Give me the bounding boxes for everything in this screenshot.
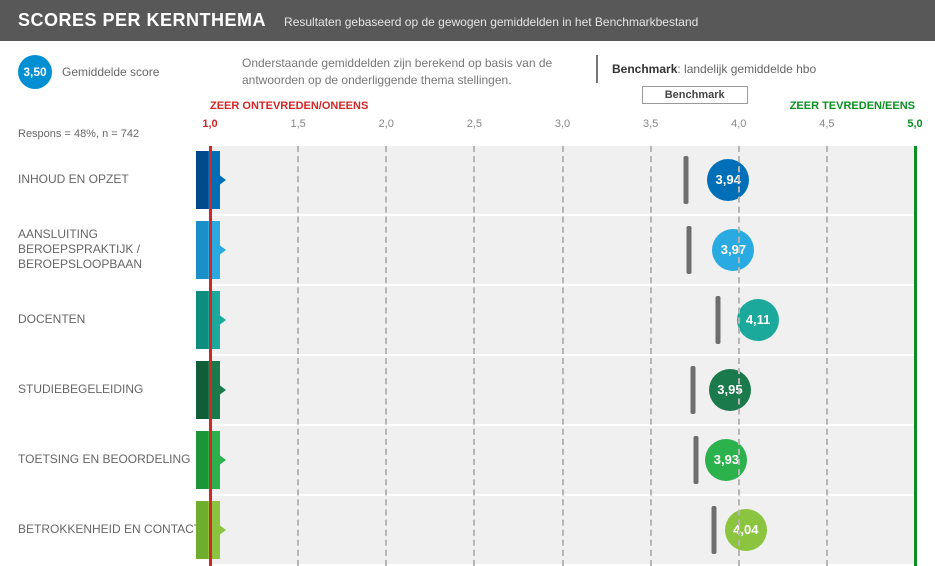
score-dot: 3,93 <box>705 439 747 481</box>
axis-area: ZEER ONTEVREDEN/ONEENS ZEER TEVREDEN/EEN… <box>210 100 915 146</box>
row-flag-icon <box>196 151 220 209</box>
header-bar: SCORES PER KERNTHEMA Resultaten gebaseer… <box>0 0 935 41</box>
legend-benchmark-label: Benchmark <box>612 62 677 76</box>
axis-tick: 2,5 <box>467 118 482 130</box>
axis-tick: 3,0 <box>555 118 570 130</box>
row-flag-icon <box>196 361 220 419</box>
row-label-container: DOCENTEN <box>0 286 210 354</box>
plot-row: 3,93 <box>210 426 915 494</box>
row-label-container: INHOUD EN OPZET <box>0 146 210 214</box>
plot-row: 4,04 <box>210 496 915 564</box>
axis-tick: 1,0 <box>202 118 217 130</box>
axis-tick: 5,0 <box>907 118 922 130</box>
page-subtitle: Resultaten gebaseerd op de gewogen gemid… <box>284 15 698 29</box>
legend-example: 3,50 Gemiddelde score <box>18 55 218 89</box>
legend-score-label: Gemiddelde score <box>62 65 159 79</box>
legend-score-dot: 3,50 <box>18 55 52 89</box>
score-dot: 3,94 <box>707 159 749 201</box>
row-label-container: AANSLUITING BEROEPSPRAKTIJK / BEROEPSLOO… <box>0 216 210 284</box>
page-title: SCORES PER KERNTHEMA <box>18 10 266 31</box>
benchmark-box: Benchmark <box>642 86 748 104</box>
row-label-container: STUDIEBEGELEIDING <box>0 356 210 424</box>
row-label-container: TOETSING EN BEOORDELING <box>0 426 210 494</box>
benchmark-marker <box>715 296 720 344</box>
axis-tick: 4,5 <box>819 118 834 130</box>
plot-column: 3,94 3,97 4,11 3,95 3,93 4,04 <box>210 146 915 566</box>
score-dot: 3,97 <box>712 229 754 271</box>
benchmark-marker <box>683 156 688 204</box>
score-dot: 4,11 <box>737 299 779 341</box>
score-dot: 4,04 <box>725 509 767 551</box>
legend-benchmark: Benchmark: landelijk gemiddelde hbo <box>596 55 816 83</box>
axis-tick: 3,5 <box>643 118 658 130</box>
scale-label-right: ZEER TEVREDEN/EENS <box>790 100 915 112</box>
benchmark-marker <box>687 226 692 274</box>
row-label: STUDIEBEGELEIDING <box>0 382 151 397</box>
axis-tick: 1,5 <box>290 118 305 130</box>
chart-body: INHOUD EN OPZET AANSLUITING BEROEPSPRAKTI… <box>0 146 935 566</box>
plot-row: 3,97 <box>210 216 915 284</box>
legend-benchmark-value: landelijk gemiddelde hbo <box>684 62 816 76</box>
scale-label-left: ZEER ONTEVREDEN/ONEENS <box>210 100 368 112</box>
score-dot: 3,95 <box>709 369 751 411</box>
axis-tick: 4,0 <box>731 118 746 130</box>
legend-row: 3,50 Gemiddelde score Onderstaande gemid… <box>0 41 935 100</box>
axis-row: Respons = 48%, n = 742 ZEER ONTEVREDEN/O… <box>0 100 935 146</box>
row-flag-icon <box>196 501 220 559</box>
plot-row: 4,11 <box>210 286 915 354</box>
respons-text: Respons = 48%, n = 742 <box>0 100 210 146</box>
labels-column: INHOUD EN OPZET AANSLUITING BEROEPSPRAKTI… <box>0 146 210 566</box>
row-flag-icon <box>196 431 220 489</box>
benchmark-marker <box>690 366 695 414</box>
row-label: AANSLUITING BEROEPSPRAKTIJK / BEROEPSLOO… <box>0 227 210 272</box>
benchmark-marker <box>712 506 717 554</box>
row-label: BETROKKENHEID EN CONTACT <box>0 522 209 537</box>
row-flag-icon <box>196 291 220 349</box>
axis-tick: 2,0 <box>379 118 394 130</box>
row-label: INHOUD EN OPZET <box>0 172 137 187</box>
plot-row: 3,94 <box>210 146 915 214</box>
row-label: DOCENTEN <box>0 312 93 327</box>
row-label-container: BETROKKENHEID EN CONTACT <box>0 496 210 564</box>
legend-description: Onderstaande gemiddelden zijn berekend o… <box>242 55 572 90</box>
row-label: TOETSING EN BEOORDELING <box>0 452 198 467</box>
plot-row: 3,95 <box>210 356 915 424</box>
row-flag-icon <box>196 221 220 279</box>
benchmark-marker <box>694 436 699 484</box>
